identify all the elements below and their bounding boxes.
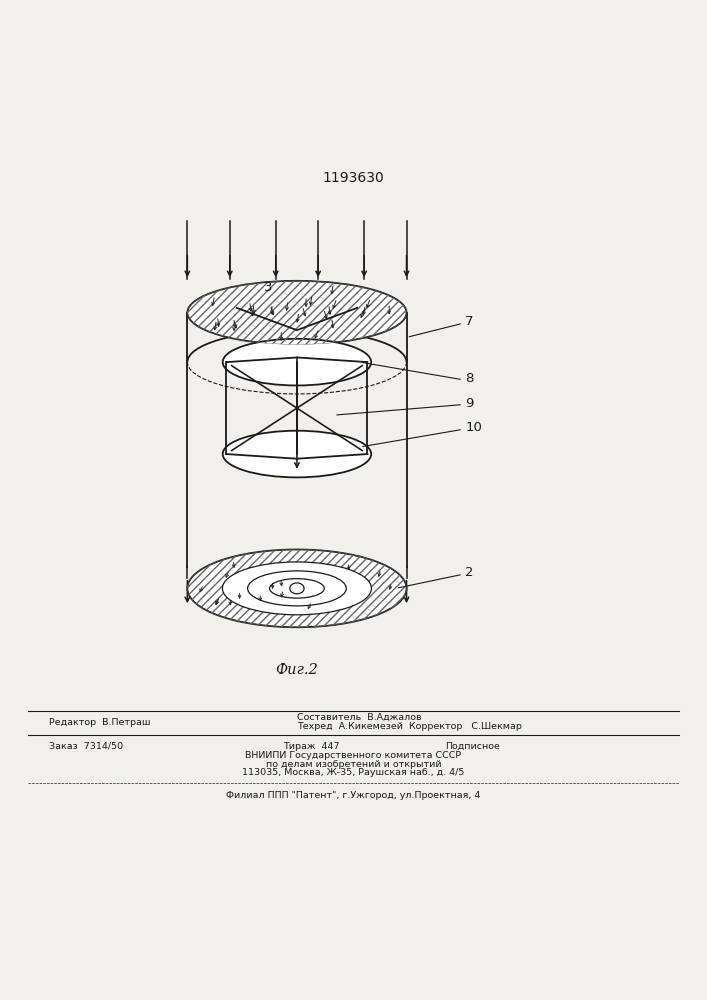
Ellipse shape bbox=[187, 281, 407, 344]
Text: 1193630: 1193630 bbox=[322, 171, 385, 185]
Text: Редактор  В.Петраш: Редактор В.Петраш bbox=[49, 718, 151, 727]
Ellipse shape bbox=[223, 562, 371, 615]
Ellipse shape bbox=[269, 579, 325, 598]
Text: Техред  А.Кикемезей  Корректор   С.Шекмар: Техред А.Кикемезей Корректор С.Шекмар bbox=[297, 722, 522, 731]
Text: 113035, Москва, Ж-35, Раушская наб., д. 4/5: 113035, Москва, Ж-35, Раушская наб., д. … bbox=[243, 768, 464, 777]
Text: по делам изобретений и открытий: по делам изобретений и открытий bbox=[266, 760, 441, 769]
Text: 8: 8 bbox=[465, 372, 474, 385]
Text: 3: 3 bbox=[264, 281, 273, 294]
Text: Тираж  447: Тираж 447 bbox=[283, 742, 339, 751]
Ellipse shape bbox=[187, 549, 407, 627]
Text: Подписное: Подписное bbox=[445, 742, 501, 751]
Text: ВНИИПИ Государственного комитета СССР: ВНИИПИ Государственного комитета СССР bbox=[245, 751, 462, 760]
Ellipse shape bbox=[223, 339, 371, 385]
Text: 7: 7 bbox=[465, 315, 474, 328]
Ellipse shape bbox=[290, 583, 304, 594]
Ellipse shape bbox=[223, 431, 371, 477]
Text: Фиг.2: Фиг.2 bbox=[276, 663, 318, 677]
Text: 10: 10 bbox=[465, 421, 482, 434]
Ellipse shape bbox=[247, 571, 346, 606]
Text: 9: 9 bbox=[465, 397, 474, 410]
Text: Составитель  В.Аджалов: Составитель В.Аджалов bbox=[297, 713, 421, 722]
Text: Филиал ППП "Патент", г.Ужгород, ул.Проектная, 4: Филиал ППП "Патент", г.Ужгород, ул.Проек… bbox=[226, 791, 481, 800]
Text: 2: 2 bbox=[465, 566, 474, 579]
Text: Заказ  7314/50: Заказ 7314/50 bbox=[49, 742, 124, 751]
